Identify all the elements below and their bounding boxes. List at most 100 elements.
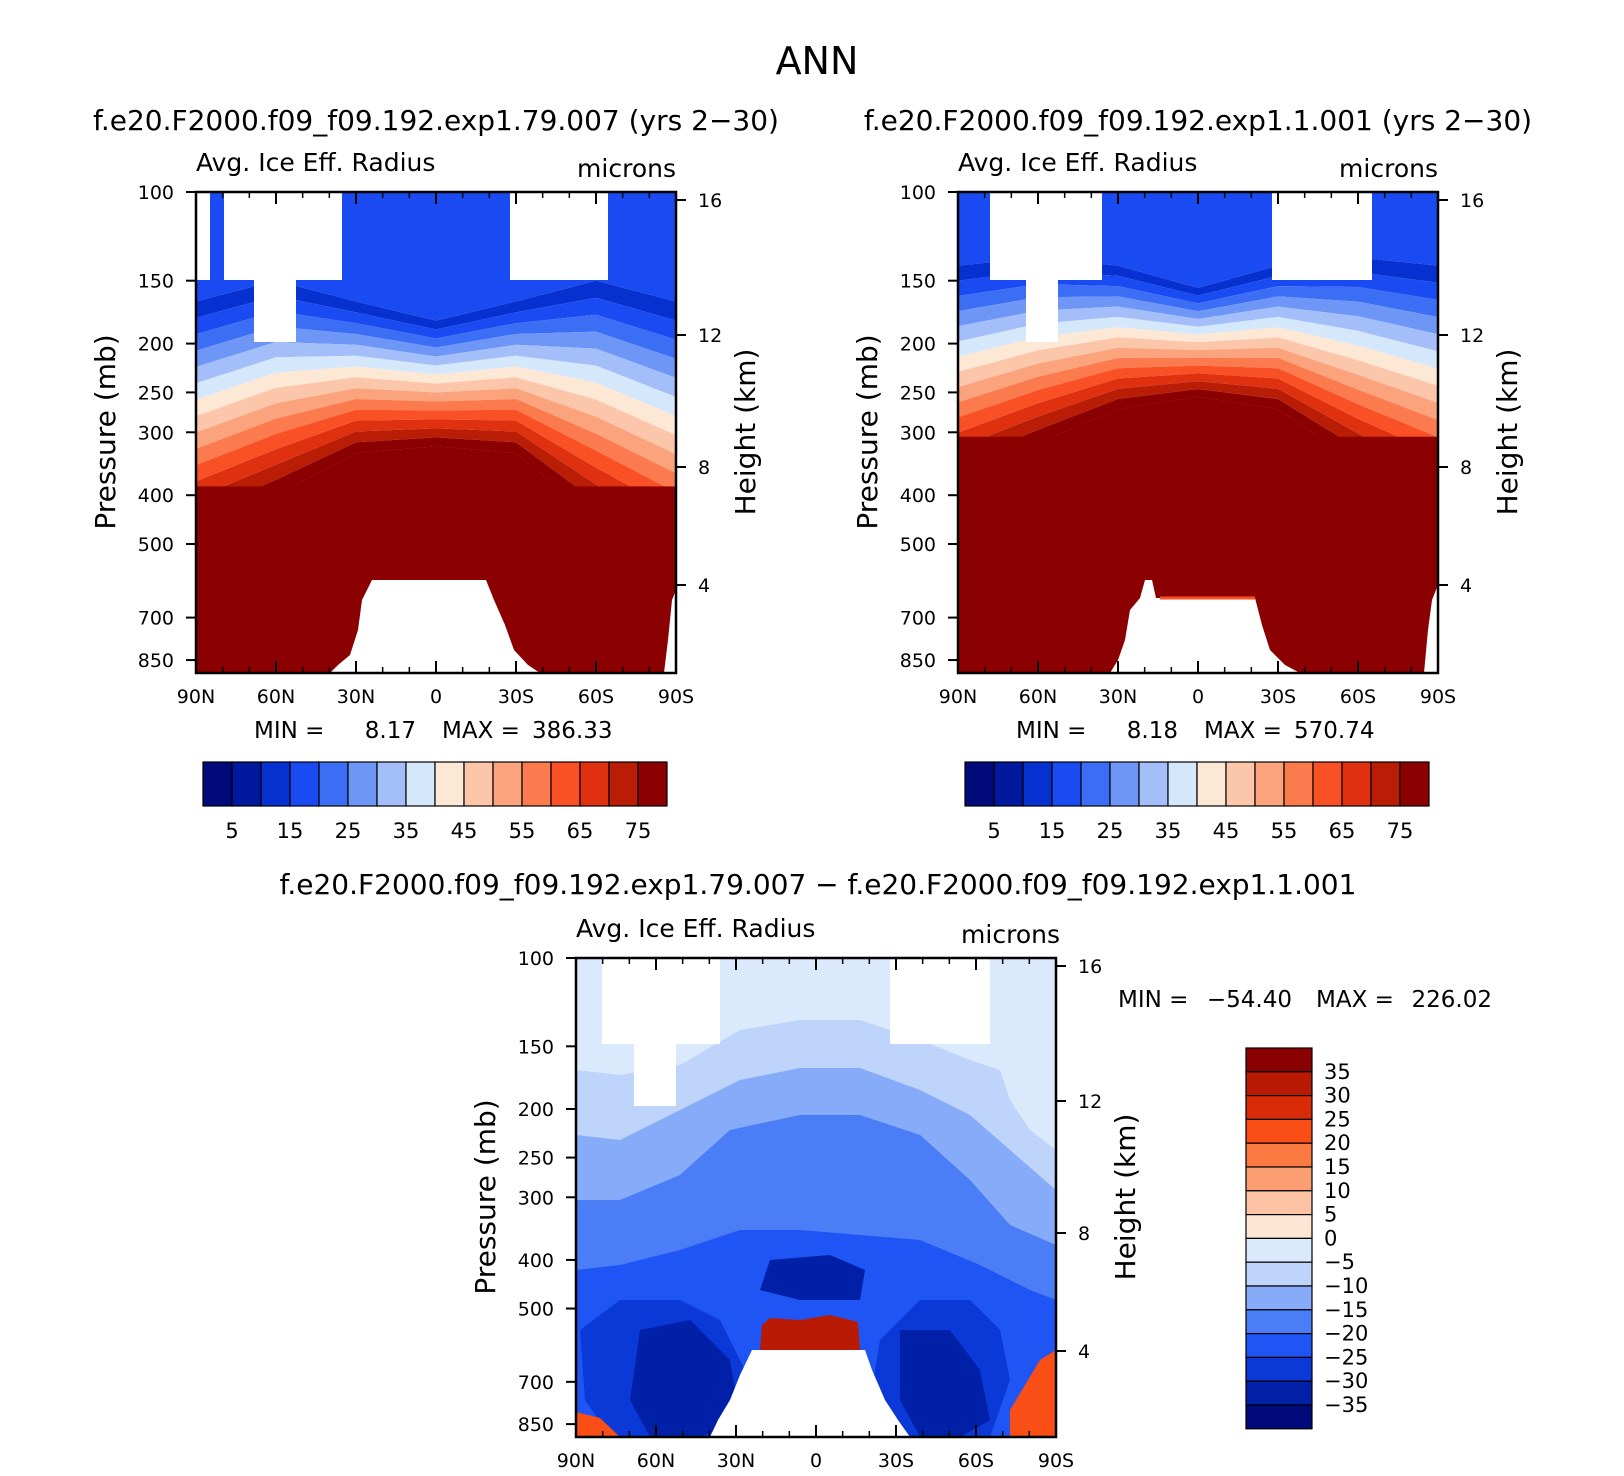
diff-ytick-label-7: 700 [518, 1372, 554, 1394]
left-xtick-label-4: 30S [498, 686, 534, 708]
diff-colorbar-box-5 [1245, 1166, 1313, 1192]
right-xtick-label-1: 60N [1019, 686, 1057, 708]
right-band-12 [958, 373, 1438, 472]
left-xtick-label-1: 60N [257, 686, 295, 708]
left-x-ticks: 90N 60N 30N 0 30S 60S 90S [177, 192, 694, 708]
right-ytick-label-8: 850 [900, 650, 936, 672]
left-colorbar-box-3 [289, 761, 320, 807]
right-colorbar-box-11 [1283, 761, 1314, 807]
diff-band-m35-south [900, 1330, 990, 1437]
diff-colorbar-label-2: 25 [1324, 1107, 1351, 1131]
left-xtick-label-6: 90S [658, 686, 694, 708]
left-missing-top-south [510, 192, 608, 280]
left-ytick-label-7: 700 [138, 608, 174, 630]
right-colorbar-label-5: 55 [1271, 819, 1298, 843]
right-xtick-label-3: 0 [1192, 686, 1204, 708]
left-panel-units: microns [577, 154, 676, 183]
left-min-label: MIN = [254, 718, 324, 744]
left-band-14 [196, 437, 676, 569]
right-band-13 [958, 381, 1438, 489]
diff-colorbar-box-11 [1245, 1309, 1313, 1335]
right-colorbar-box-5 [1109, 761, 1140, 807]
left-plot-area [196, 192, 676, 673]
right-fill-bands [958, 192, 1438, 673]
left-ytick-label-4: 300 [138, 422, 174, 444]
left-band-2 [196, 296, 676, 340]
diff-colorbar-box-6 [1245, 1190, 1313, 1216]
diff-ytick-label-0: 100 [518, 948, 554, 970]
diff-panel-units: microns [961, 920, 1060, 949]
left-colorbar-box-11 [521, 761, 552, 807]
right-band-4 [958, 296, 1438, 335]
left-htick-label-2: 8 [698, 457, 710, 479]
right-missing-step-north [1026, 192, 1058, 342]
left-min-value: 8.17 [365, 718, 416, 744]
left-ytick-label-5: 400 [138, 485, 174, 507]
left-ytick-label-2: 200 [138, 334, 174, 356]
right-band-10 [958, 357, 1438, 438]
left-xtick-label-3: 0 [430, 686, 442, 708]
diff-xtick-label-2: 30N [717, 1450, 755, 1472]
right-band-bottom [958, 396, 1438, 673]
right-colorbar-box-14 [1370, 761, 1401, 807]
right-panel-variable: Avg. Ice Eff. Radius [958, 148, 1197, 177]
diff-colorbar-label-5: 10 [1324, 1179, 1351, 1203]
diff-colorbar-label-12: −25 [1324, 1345, 1368, 1369]
diff-band-pos-west [576, 1412, 620, 1437]
diff-panel-title: f.e20.F2000.f09_f09.192.exp1.79.007 − f.… [280, 868, 1357, 901]
right-colorbar-box-7 [1167, 761, 1198, 807]
left-max-value: 386.33 [532, 718, 612, 744]
right-y-ticks: 100 150 200 250 300 400 500 700 850 [900, 182, 958, 672]
right-max-label: MAX = [1204, 718, 1282, 744]
left-colorbar-box-2 [260, 761, 291, 807]
diff-xtick-label-0: 90N [557, 1450, 595, 1472]
diff-colorbar-box-1 [1245, 1071, 1313, 1097]
right-ytick-label-5: 400 [900, 485, 936, 507]
right-panel-title: f.e20.F2000.f09_f09.192.exp1.1.001 (yrs … [864, 104, 1532, 137]
diff-ytick-label-1: 150 [518, 1036, 554, 1058]
diff-colorbar-box-3 [1245, 1118, 1313, 1144]
right-colorbar-box-1 [993, 761, 1024, 807]
diff-colorbar-box-14 [1245, 1380, 1313, 1406]
diff-max-label: MAX = [1316, 987, 1394, 1013]
diff-data-mask [602, 958, 990, 1437]
left-ytick-label-1: 150 [138, 271, 174, 293]
left-colorbar-box-10 [492, 761, 523, 807]
left-band-8 [196, 377, 676, 455]
left-colorbar-box-9 [463, 761, 494, 807]
diff-colorbar-label-8: −5 [1324, 1250, 1355, 1274]
right-colorbar: 5 15 25 35 45 55 65 75 [964, 761, 1430, 843]
left-data-mask [196, 192, 676, 673]
right-colorbar-label-3: 35 [1155, 819, 1182, 843]
right-band-5 [958, 306, 1438, 352]
left-band-9 [196, 388, 676, 474]
left-band-1 [196, 280, 676, 330]
right-x-ticks: 90N 60N 30N 0 30S 60S 90S [939, 192, 1456, 708]
diff-colorbar-label-13: −30 [1324, 1369, 1368, 1393]
diff-missing-step-north [634, 958, 676, 1106]
left-missing-step-north [254, 192, 296, 342]
diff-plot-area [576, 958, 1056, 1437]
left-ytick-label-6: 500 [138, 534, 174, 556]
left-band-5 [196, 342, 676, 397]
right-band-3 [958, 284, 1438, 318]
diff-panel: f.e20.F2000.f09_f09.192.exp1.79.007 − f.… [280, 868, 1492, 1472]
diff-htick-label-3: 4 [1078, 1341, 1090, 1363]
right-htick-label-2: 8 [1460, 457, 1472, 479]
diff-colorbar-label-14: −35 [1324, 1393, 1368, 1417]
right-ytick-label-6: 500 [900, 534, 936, 556]
left-colorbar-label-6: 65 [567, 819, 594, 843]
right-band-11 [958, 365, 1438, 455]
left-colorbar-label-3: 35 [393, 819, 420, 843]
left-band-4 [196, 326, 676, 378]
left-missing-terrain [330, 580, 540, 673]
left-colorbar-box-12 [550, 761, 581, 807]
diff-htick-label-0: 16 [1078, 956, 1102, 978]
left-band-11 [196, 409, 676, 512]
left-band-bottom [196, 446, 676, 673]
diff-colorbar-box-8 [1245, 1237, 1313, 1263]
diff-htick-label-2: 8 [1078, 1223, 1090, 1245]
diff-colorbar-box-10 [1245, 1285, 1313, 1311]
right-missing-top-south [1272, 192, 1372, 280]
right-xtick-label-0: 90N [939, 686, 977, 708]
